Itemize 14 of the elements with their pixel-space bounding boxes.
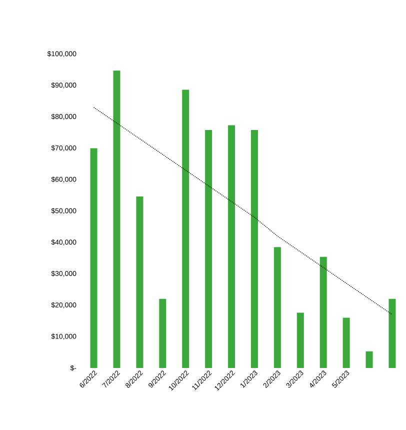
bar — [182, 90, 190, 368]
bar — [274, 247, 281, 368]
bar — [113, 70, 120, 368]
bar — [159, 298, 166, 368]
bar — [90, 148, 98, 368]
bar — [366, 351, 373, 368]
bar — [136, 196, 144, 368]
bar — [205, 130, 212, 368]
bar — [228, 125, 236, 368]
bar — [296, 312, 304, 368]
bar — [388, 298, 396, 368]
bar — [342, 318, 350, 368]
bar — [320, 256, 327, 368]
bar — [250, 130, 258, 368]
